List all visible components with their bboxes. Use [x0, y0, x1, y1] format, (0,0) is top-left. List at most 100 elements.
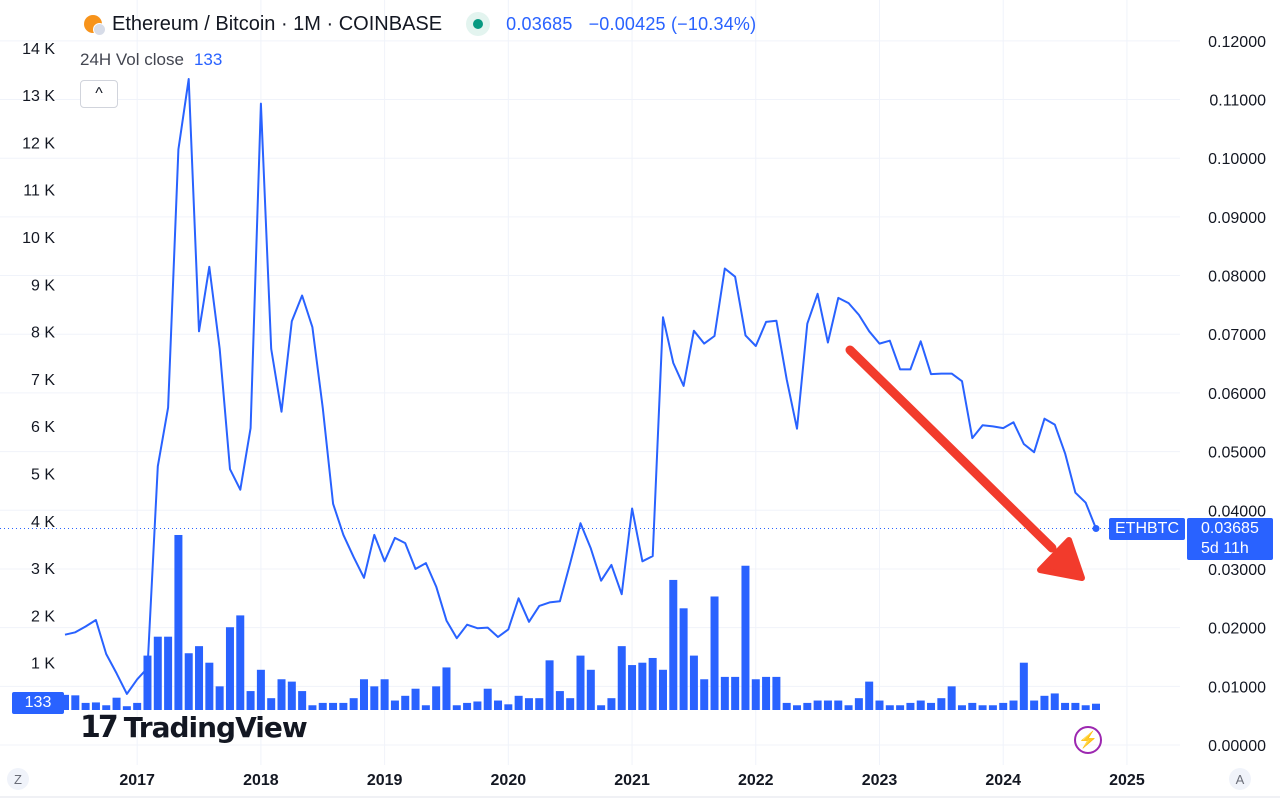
lightning-bolt-icon[interactable]: ⚡ [1074, 726, 1102, 754]
price-axis-label: 0.12000 [1208, 34, 1266, 51]
volume-bar [535, 698, 544, 710]
volume-bar [452, 705, 461, 710]
volume-bar [700, 679, 709, 710]
volume-bar [308, 705, 317, 710]
volume-bar [61, 694, 69, 710]
chart-header: Ethereum / Bitcoin · 1M · COINBASE 0.036… [84, 12, 756, 36]
volume-bar [411, 688, 420, 710]
volume-axis-label: 5 K [31, 467, 55, 484]
volume-bar [720, 676, 729, 710]
price-axis-label: 0.00000 [1208, 738, 1266, 755]
volume-bar [617, 646, 626, 710]
volume-bar [731, 676, 740, 710]
volume-bar [184, 653, 193, 710]
volume-bar [1061, 702, 1070, 710]
time-axis-label: 2025 [1109, 772, 1145, 789]
volume-bar [555, 691, 564, 710]
volume-legend[interactable]: 24H Vol close 133 [80, 50, 222, 70]
volume-bar [329, 702, 338, 710]
volume-bar [793, 705, 802, 710]
price-axis-label: 0.07000 [1208, 327, 1266, 344]
volume-bar [844, 705, 853, 710]
volume-bar [978, 705, 987, 710]
volume-bar [421, 705, 430, 710]
zoom-reset-button[interactable]: Z [7, 768, 29, 790]
price-axis-label: 0.04000 [1208, 503, 1266, 520]
price-axis-label: 0.06000 [1208, 386, 1266, 403]
volume-bar [504, 704, 513, 710]
volume-bar [195, 646, 204, 710]
volume-bar [999, 702, 1008, 710]
volume-bar [318, 702, 327, 710]
price-axis-label: 0.03000 [1208, 562, 1266, 579]
volume-axis-label: 7 K [31, 372, 55, 389]
last-price-dot [1092, 524, 1100, 532]
volume-bar [81, 702, 90, 710]
volume-bar [628, 665, 637, 710]
volume-axis-label: 8 K [31, 325, 55, 342]
volume-bar [349, 698, 358, 710]
auto-scale-button[interactable]: A [1229, 768, 1251, 790]
volume-bar [638, 662, 647, 710]
volume-bar [1009, 700, 1018, 710]
volume-bar [762, 676, 771, 710]
volume-bar [524, 698, 533, 710]
volume-bar [710, 596, 719, 710]
volume-bar [246, 691, 255, 710]
volume-bar [875, 700, 884, 710]
last-price-value: 0.03685 [506, 13, 573, 34]
volume-legend-value: 133 [193, 50, 223, 69]
volume-bar [607, 698, 616, 710]
price-axis-label: 0.10000 [1208, 151, 1266, 168]
volume-bar [906, 702, 915, 710]
volume-last-tag: 133 [12, 692, 64, 714]
volume-bar [669, 579, 678, 710]
volume-axis-label: 2 K [31, 608, 55, 625]
volume-bar [658, 669, 667, 710]
volume-bar [968, 702, 977, 710]
volume-bar [648, 657, 657, 710]
volume-axis-label: 1 K [31, 656, 55, 673]
volume-bar [1071, 702, 1080, 710]
tradingview-logo[interactable]: 17 TradingView [80, 710, 308, 745]
volume-axis-label: 6 K [31, 419, 55, 436]
volume-bar [164, 636, 173, 710]
volume-bar [133, 702, 142, 710]
volume-bar [463, 702, 472, 710]
volume-bar [854, 698, 863, 710]
volume-bar [813, 700, 822, 710]
volume-legend-label: 24H Vol close [80, 50, 184, 69]
volume-bar [896, 705, 905, 710]
volume-bar [957, 705, 966, 710]
volume-bar [473, 701, 482, 710]
volume-bar [576, 655, 585, 710]
market-open-icon [466, 12, 491, 36]
volume-bar [494, 700, 503, 710]
volume-bar [359, 679, 368, 710]
volume-bar [122, 706, 131, 710]
volume-axis-label: 12 K [22, 135, 55, 152]
volume-bar [91, 702, 100, 710]
volume-axis-label: 9 K [31, 277, 55, 294]
tradingview-mark-icon: 17 [80, 710, 119, 745]
volume-bar [256, 669, 265, 710]
time-axis-label: 2017 [119, 772, 155, 789]
volume-bar [782, 702, 791, 710]
volume-bar [112, 697, 121, 710]
chevron-up-icon: ^ [95, 85, 103, 102]
volume-axis-label: 11 K [23, 183, 55, 200]
volume-bar [236, 615, 245, 710]
volume-axis-label: 4 K [31, 514, 55, 531]
volume-bar [215, 686, 224, 710]
collapse-legend-button[interactable]: ^ [80, 80, 118, 108]
symbol-title[interactable]: Ethereum / Bitcoin · 1M · COINBASE [112, 12, 443, 35]
volume-bar [834, 700, 843, 710]
volume-bar [442, 667, 451, 710]
volume-bar [545, 660, 554, 710]
volume-bar [1040, 695, 1049, 710]
volume-bar [277, 679, 286, 710]
volume-bar [153, 636, 162, 710]
volume-bar [865, 681, 874, 710]
volume-bar [514, 695, 523, 710]
